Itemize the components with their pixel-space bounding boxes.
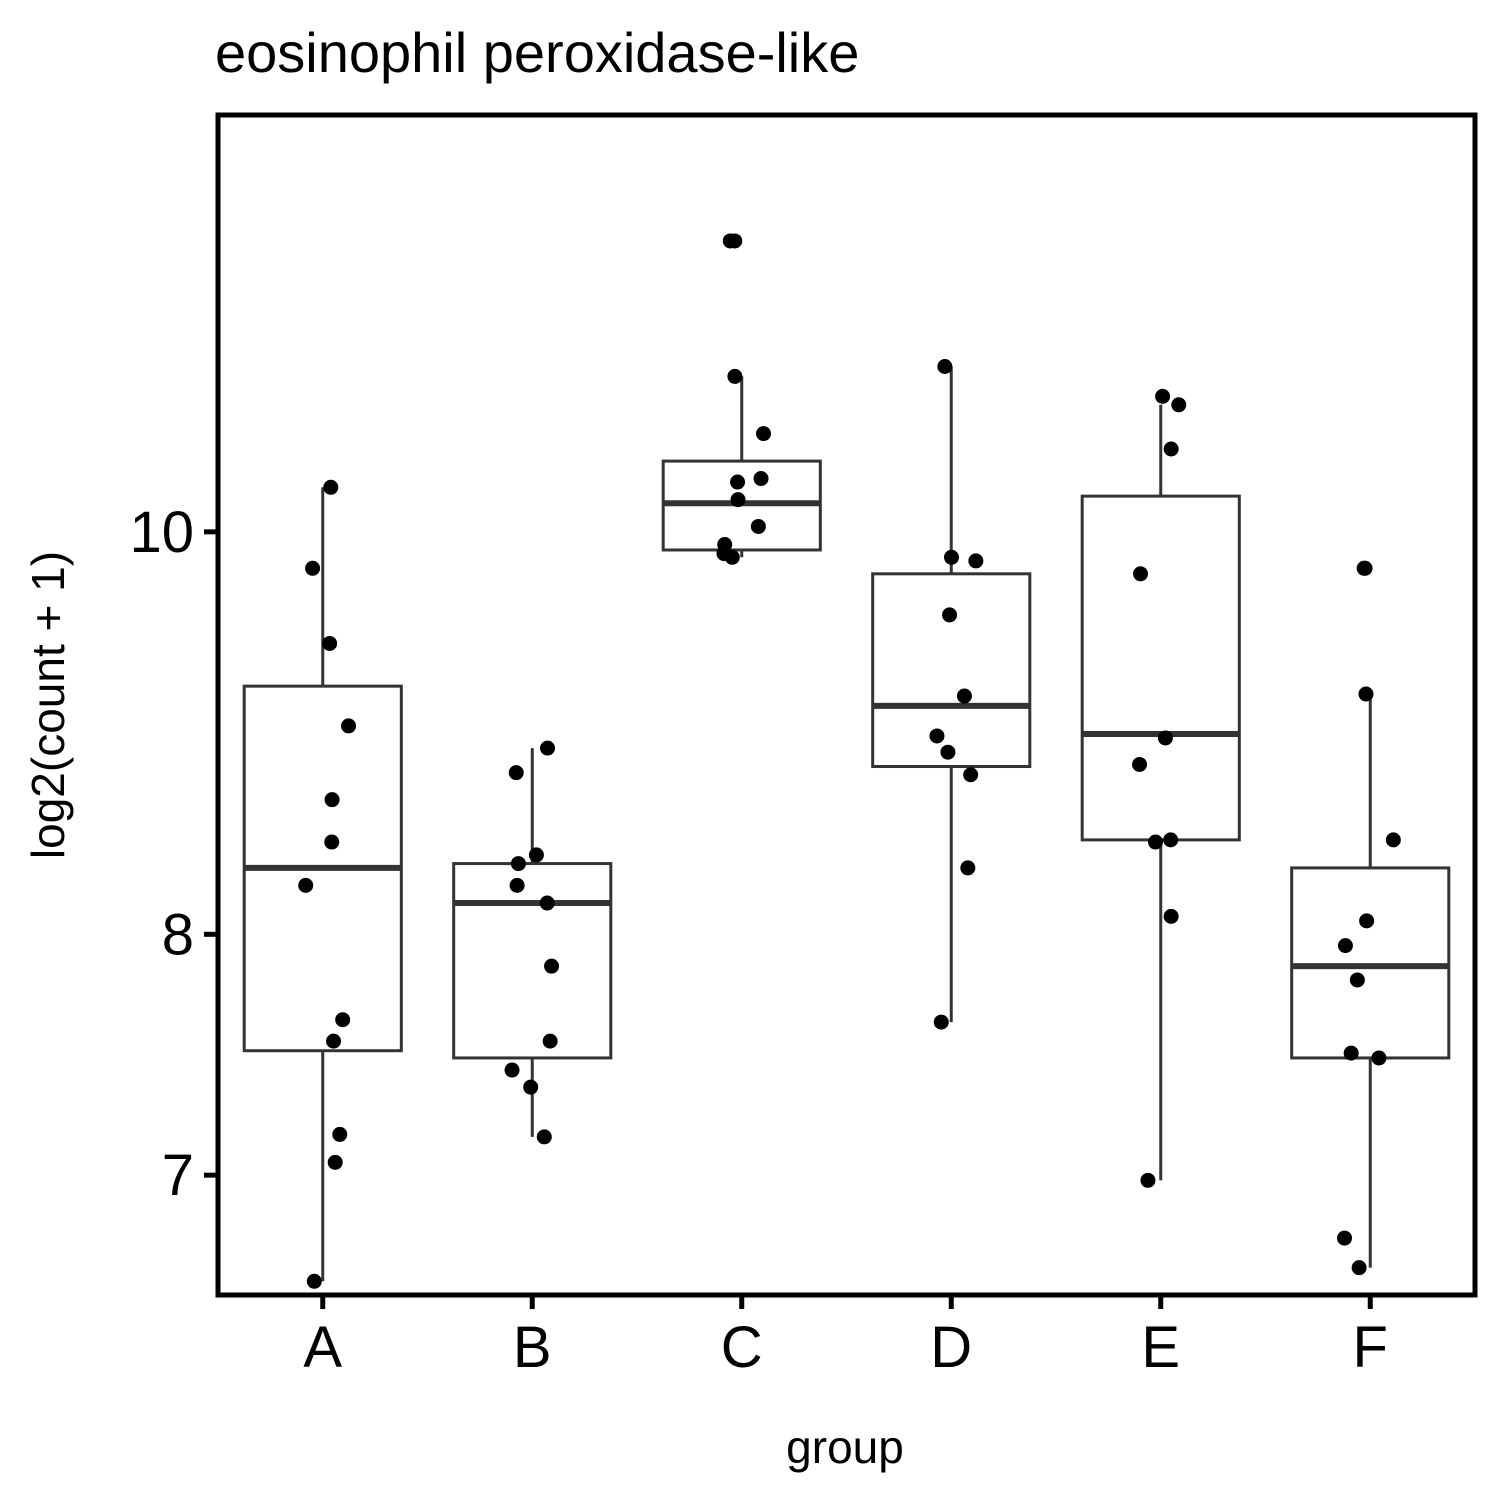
box-iqr — [1290, 866, 1451, 1060]
data-point — [940, 744, 956, 760]
data-point — [724, 549, 740, 565]
data-point — [542, 1033, 558, 1049]
data-point — [1385, 832, 1401, 848]
data-point — [753, 471, 769, 487]
x-axis: A B C D E F — [303, 1295, 1388, 1380]
box-group-e — [1080, 404, 1241, 1181]
data-point — [305, 560, 321, 576]
data-point — [1148, 834, 1164, 850]
data-point — [332, 1126, 348, 1142]
box-group-d — [871, 366, 1032, 1023]
plot-panel-border — [215, 112, 1478, 1298]
data-point — [327, 1154, 343, 1170]
chart-title: eosinophil peroxidase-like — [215, 21, 859, 84]
data-point — [730, 492, 746, 508]
data-point — [960, 860, 976, 876]
x-tick-label: F — [1353, 1315, 1388, 1380]
data-point — [509, 877, 525, 893]
data-point — [544, 958, 560, 974]
x-tick-label: C — [721, 1315, 763, 1380]
data-point — [508, 765, 524, 781]
data-point — [1337, 938, 1353, 954]
data-point — [756, 426, 772, 442]
data-point — [504, 1062, 520, 1078]
data-point — [750, 518, 766, 534]
data-point — [943, 549, 959, 565]
x-tick-label: D — [930, 1315, 972, 1380]
data-point — [335, 1012, 351, 1028]
y-tick-label: 8 — [162, 902, 194, 967]
y-tick-label: 10 — [129, 500, 194, 565]
box-iqr — [452, 862, 613, 1060]
data-point — [1358, 686, 1374, 702]
data-point — [323, 479, 339, 495]
y-axis: 7 8 10 — [129, 500, 218, 1208]
data-point — [540, 740, 556, 756]
plot-marks — [242, 233, 1451, 1289]
data-point — [510, 856, 526, 872]
data-point — [1371, 1050, 1387, 1066]
data-point — [324, 834, 340, 850]
data-point — [1343, 1045, 1359, 1061]
box-group-b — [452, 748, 613, 1137]
x-tick-label: E — [1141, 1315, 1180, 1380]
data-point — [306, 1273, 322, 1289]
data-point — [1357, 560, 1373, 576]
data-point — [523, 1079, 539, 1095]
data-point — [1171, 397, 1187, 413]
data-point — [942, 607, 958, 623]
data-point — [298, 877, 314, 893]
data-point — [326, 1033, 342, 1049]
data-point — [1163, 908, 1179, 924]
y-tick-label: 7 — [162, 1143, 194, 1208]
data-point — [963, 767, 979, 783]
data-point — [730, 474, 746, 490]
x-axis-title: group — [786, 1421, 904, 1473]
data-point — [322, 635, 338, 651]
data-point — [324, 792, 340, 808]
data-point — [956, 688, 972, 704]
data-point — [1349, 972, 1365, 988]
box-iqr — [871, 572, 1032, 769]
data-point — [1132, 756, 1148, 772]
data-point — [528, 847, 544, 863]
data-point — [1351, 1260, 1367, 1276]
box-iqr — [1080, 494, 1241, 842]
data-point — [1155, 388, 1171, 404]
data-point — [341, 718, 357, 734]
data-point — [933, 1014, 949, 1030]
data-point — [937, 359, 953, 375]
data-point — [539, 895, 555, 911]
data-point — [536, 1129, 552, 1145]
data-point — [1337, 1230, 1353, 1246]
box-group-c — [661, 376, 822, 558]
data-point — [727, 368, 743, 384]
data-point — [929, 728, 945, 744]
data-point — [1140, 1172, 1156, 1188]
data-point — [968, 553, 984, 569]
data-point — [1133, 566, 1149, 582]
data-point — [722, 233, 738, 249]
data-point — [1157, 730, 1173, 746]
box-group-a — [242, 487, 403, 1282]
y-axis-title: log2(count + 1) — [22, 551, 74, 859]
x-tick-label: B — [513, 1315, 552, 1380]
data-point — [1163, 832, 1179, 848]
box-group-f — [1290, 694, 1451, 1268]
data-point — [1163, 441, 1179, 457]
data-point — [1359, 913, 1375, 929]
x-tick-label: A — [303, 1315, 342, 1380]
